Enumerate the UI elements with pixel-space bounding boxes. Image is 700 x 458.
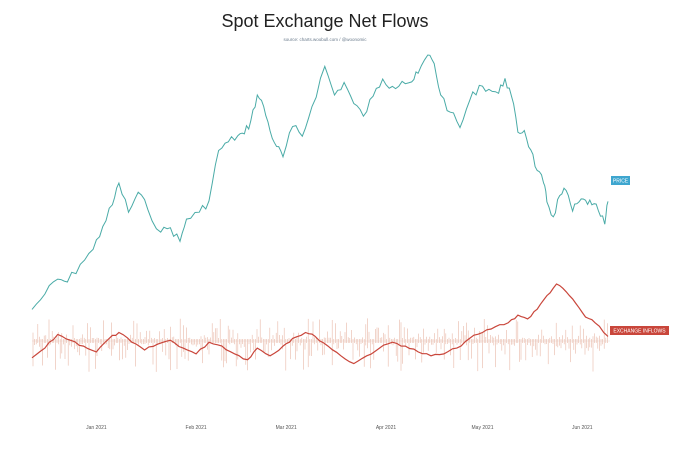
legend-badge-price-bg xyxy=(611,176,630,185)
x-tick-label: Jan 2021 xyxy=(86,425,107,431)
series-line-price xyxy=(31,54,609,310)
flow-bars xyxy=(32,318,608,372)
legend-label-price: PRICE xyxy=(613,179,629,185)
x-tick-label: May 2021 xyxy=(472,425,494,431)
legend-badge-exchange-inflows-bg xyxy=(610,326,669,335)
legend-label-exchange-inflows: EXCHANGE INFLOWS xyxy=(613,329,666,335)
x-tick-label: Apr 2021 xyxy=(376,425,397,431)
series-line-exchange-inflows xyxy=(31,283,609,365)
x-tick-label: Mar 2021 xyxy=(276,425,297,431)
chart-source: source: charts.woobull.com / @woonomic xyxy=(283,37,367,42)
x-tick-label: Feb 2021 xyxy=(186,425,207,431)
legend-badge-exchange-inflows: EXCHANGE INFLOWS xyxy=(610,326,669,335)
x-axis: Jan 2021 Feb 2021 Mar 2021 Apr 2021 May 2021… xyxy=(86,425,593,431)
chart-title: Spot Exchange Net Flows xyxy=(221,11,429,31)
legend-badge-price: PRICE xyxy=(611,176,630,185)
x-tick-label: Jun 2021 xyxy=(572,425,593,431)
